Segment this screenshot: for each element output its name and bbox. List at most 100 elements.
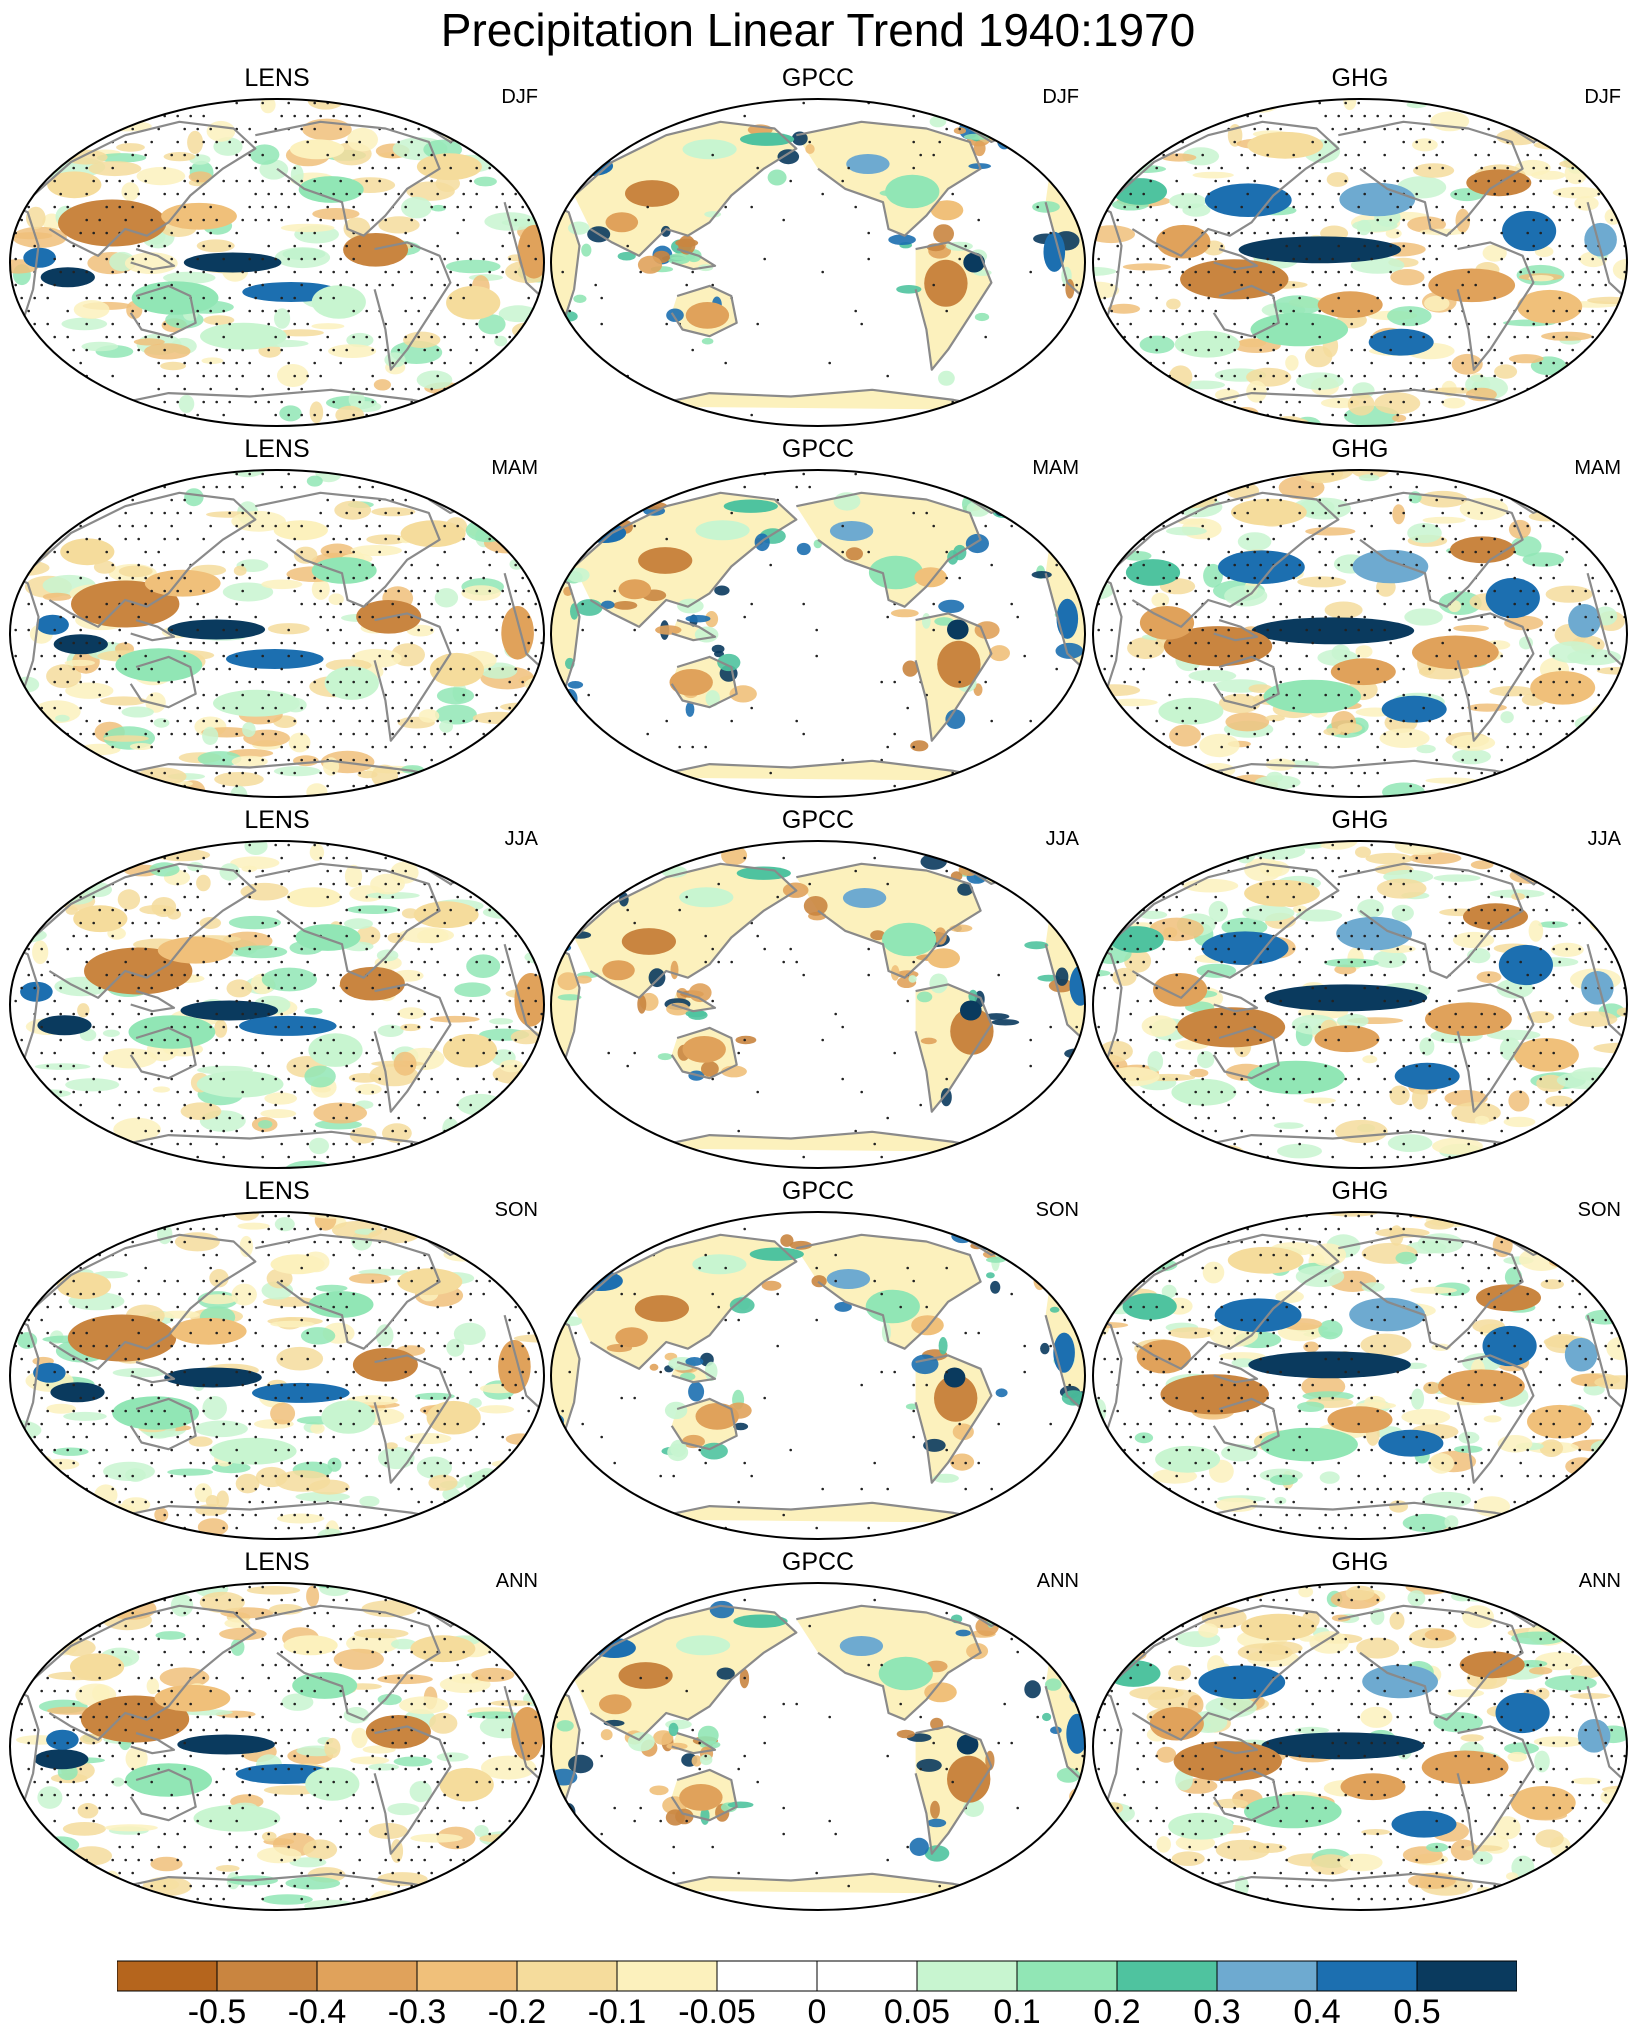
coastline [1212,1768,1280,1822]
coastline [1213,619,1259,642]
panel-season: SON [494,1199,538,1221]
colorbar-swatch [1416,1960,1517,1992]
panel-season: SON [1577,1199,1621,1221]
coastline [1213,990,1259,1013]
coastline [373,1725,452,1855]
coastline [255,862,441,979]
panel-season: JJA [504,828,538,850]
panel-title: GPCC [781,435,855,463]
map-panel: GPCC ANN [547,1548,1089,1921]
panel-season: MAM [1032,457,1079,479]
map-border [1092,1582,1628,1911]
colorbar-swatch [316,1960,418,1992]
coastline [796,1604,982,1721]
coastline [373,1354,452,1484]
coastline [1338,491,1524,608]
map-panel: GHG ANN [1089,1548,1631,1921]
coastline [255,1604,441,1721]
coastline [255,1233,441,1350]
map-panel: LENS MAM [6,435,548,808]
map-border [550,98,1086,427]
coastline [32,491,257,628]
map-svg [1092,1582,1628,1911]
panel-title: GHG [1331,435,1389,463]
map-panel: LENS DJF [6,64,548,437]
coastline [373,241,452,371]
coastline [129,655,197,709]
colorbar-swatch [117,1960,218,1992]
map-border [550,469,1086,798]
colorbar-swatch [216,1960,318,1992]
coastline [573,862,798,999]
panel-title: LENS [244,1548,310,1576]
colorbar-swatch [1016,1960,1118,1992]
map-panel: GHG JJA [1089,806,1631,1179]
coastline [671,1361,717,1384]
map-panel: LENS JJA [6,806,548,1179]
panel-season: JJA [1045,828,1079,850]
coastline [671,1732,717,1755]
panel-title: LENS [244,806,310,834]
map-svg [9,1211,545,1540]
colorbar [117,1960,1517,1992]
coastline [1456,983,1535,1113]
coastline [130,1732,176,1755]
coastline [32,1233,257,1370]
coastline [1456,612,1535,742]
coastline [671,990,717,1013]
coastline [1338,120,1524,237]
map-border [1092,840,1628,1169]
map-svg [550,469,1086,798]
coastline [573,491,798,628]
map-border [550,1582,1086,1911]
panel-title: GHG [1331,64,1389,92]
colorbar-label: 0.2 [1093,1993,1141,2031]
colorbar-label: 0.5 [1393,1993,1441,2031]
coastline [1115,1233,1340,1370]
coastline [1212,655,1280,709]
coastline [1212,284,1280,338]
coastline [914,1725,993,1855]
map-border [550,1211,1086,1540]
colorbar-label: -0.05 [678,1993,756,2031]
colorbar-label: -0.3 [387,1993,447,2031]
panel-title: GPCC [781,1548,855,1576]
panel-season: MAM [1574,457,1621,479]
coastline [130,1361,176,1384]
colorbar-swatch [916,1960,1018,1992]
panel-title: GHG [1331,806,1389,834]
coastline [129,284,197,338]
panel-season: ANN [495,1570,538,1592]
coastline [129,1026,197,1080]
map-border [550,840,1086,1169]
panel-season: ANN [1578,1570,1621,1592]
coastline [1456,1354,1535,1484]
map-panel: LENS SON [6,1177,548,1550]
colorbar-label: -0.5 [187,1993,247,2031]
map-border [9,1582,545,1911]
map-svg [550,840,1086,1169]
map-panel: GHG SON [1089,1177,1631,1550]
map-panel: GHG DJF [1089,64,1631,437]
map-svg [550,98,1086,427]
coastline [671,248,717,271]
map-svg [1092,840,1628,1169]
map-svg [9,1582,545,1911]
panel-title: LENS [244,435,310,463]
map-panel: GPCC JJA [547,806,1089,1179]
coastline [1115,862,1340,999]
coastline [373,612,452,742]
map-panel: LENS ANN [6,1548,548,1921]
colorbar-swatch [716,1960,818,1992]
panel-title: LENS [244,1177,310,1205]
map-border [1092,98,1628,427]
map-border [1092,469,1628,798]
coastline [129,1397,197,1451]
coastline [670,1026,738,1080]
map-svg [550,1211,1086,1540]
colorbar-label: 0.05 [883,1993,951,2031]
colorbar-label: -0.1 [587,1993,647,2031]
map-panel: GPCC MAM [547,435,1089,808]
map-svg [9,469,545,798]
coastline [1456,1725,1535,1855]
